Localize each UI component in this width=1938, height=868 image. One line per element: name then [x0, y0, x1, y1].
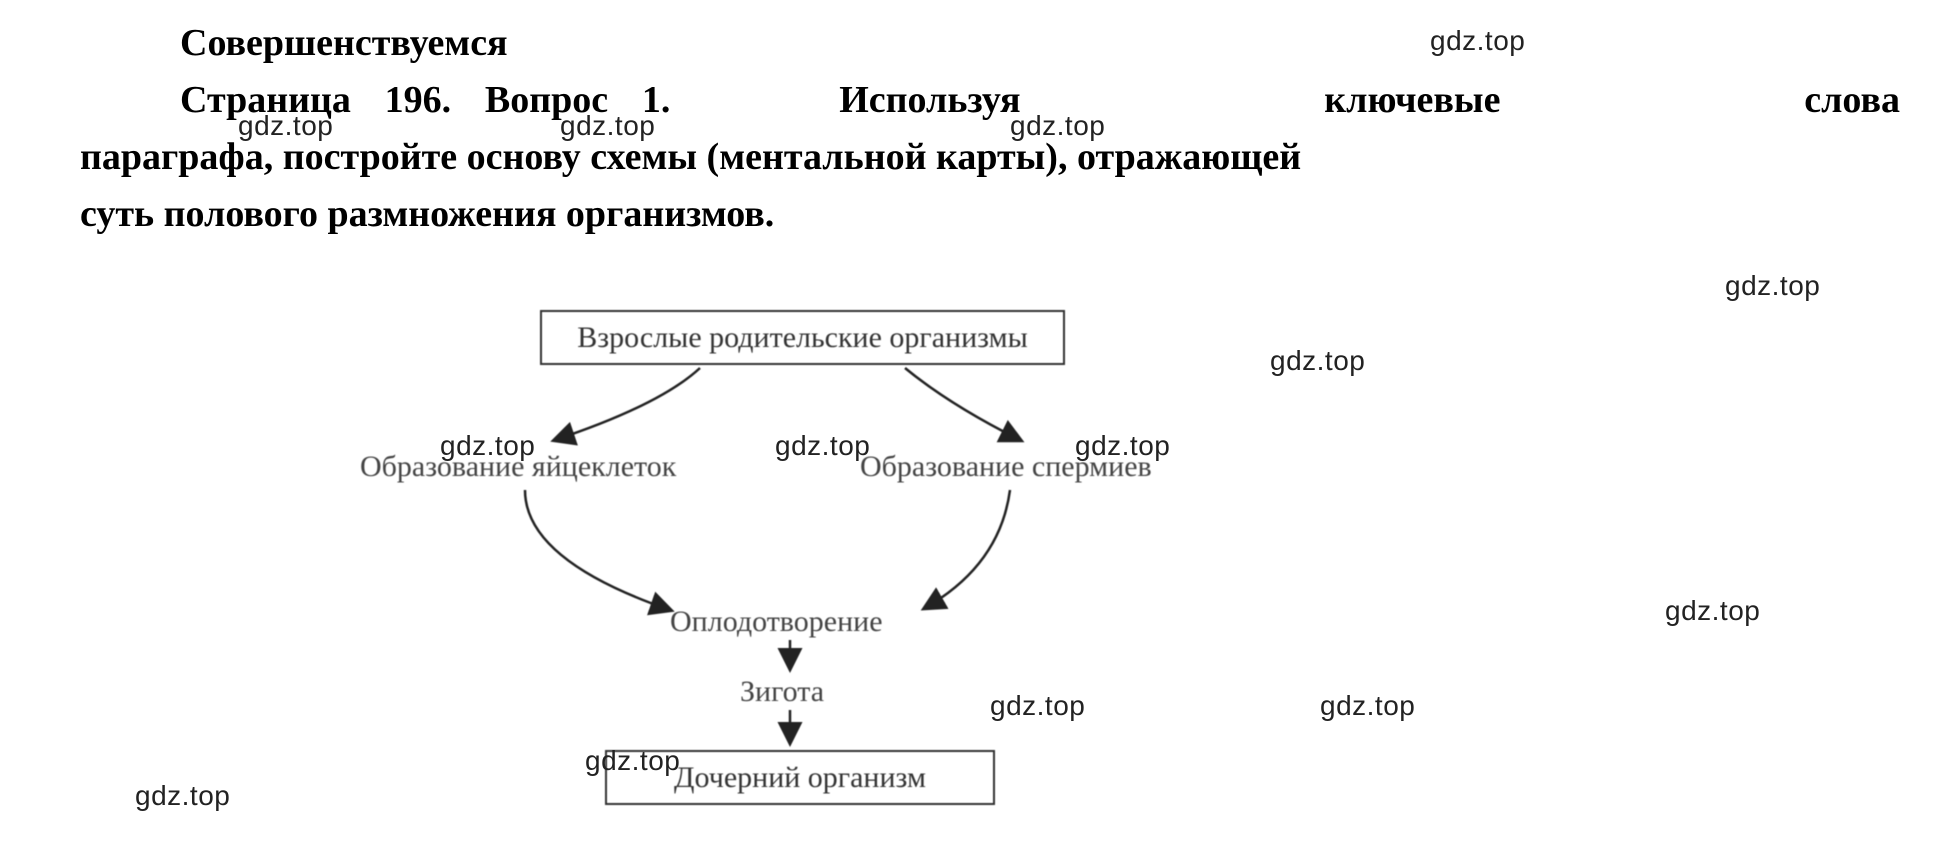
watermark: gdz.top — [135, 780, 230, 812]
watermark: gdz.top — [440, 430, 535, 462]
watermark: gdz.top — [1270, 345, 1365, 377]
question-line-3: суть полового размножения организмов. — [80, 186, 1900, 243]
watermark: gdz.top — [560, 110, 655, 142]
question-line-1: Страница 196. Вопрос 1. Используя ключев… — [80, 72, 1900, 129]
flowchart-diagram: Взрослые родительские организмы Образова… — [300, 310, 1300, 850]
watermark: gdz.top — [1430, 25, 1525, 57]
node-parent-organisms: Взрослые родительские организмы — [540, 310, 1065, 365]
watermark: gdz.top — [585, 745, 680, 777]
watermark: gdz.top — [775, 430, 870, 462]
question-line-2: параграфа, постройте основу схемы (мента… — [80, 129, 1900, 186]
node-zygote: Зигота — [740, 675, 824, 709]
watermark: gdz.top — [1010, 110, 1105, 142]
watermark: gdz.top — [990, 690, 1085, 722]
watermark: gdz.top — [238, 110, 333, 142]
watermark: gdz.top — [1725, 270, 1820, 302]
node-fertilization: Оплодотворение — [670, 605, 883, 639]
question-rest-1: Используя ключевые слова — [839, 79, 1900, 121]
line2: параграфа, постройте основу схемы (мента… — [80, 136, 1301, 178]
watermark: gdz.top — [1075, 430, 1170, 462]
watermark: gdz.top — [1320, 690, 1415, 722]
document-text: Совершенствуемся Страница 196. Вопрос 1.… — [80, 15, 1900, 243]
heading-line: Совершенствуемся — [80, 15, 1900, 72]
watermark: gdz.top — [1665, 595, 1760, 627]
heading: Совершенствуемся — [180, 22, 508, 64]
line3: суть полового размножения организмов. — [80, 193, 774, 235]
